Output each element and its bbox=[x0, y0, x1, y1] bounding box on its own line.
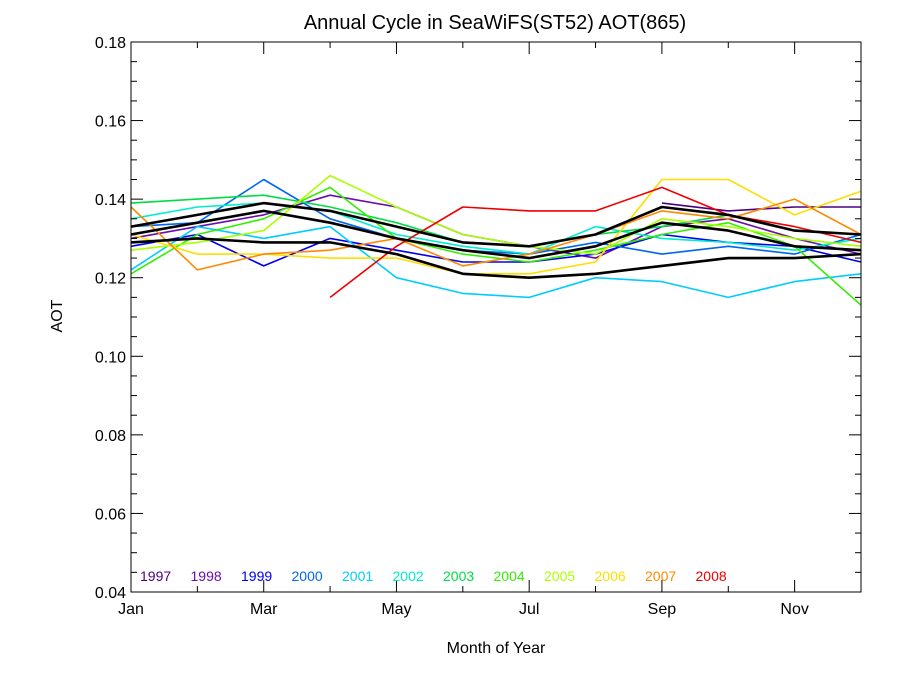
y-tick-label: 0.04 bbox=[95, 585, 126, 602]
x-tick-label: May bbox=[381, 601, 411, 618]
y-tick-label: 0.16 bbox=[95, 114, 126, 131]
series-line-2004 bbox=[130, 186, 862, 306]
x-tick-label: Sep bbox=[648, 601, 677, 618]
x-tick-label: Jan bbox=[118, 601, 144, 618]
legend-entry-2002: 2002 bbox=[393, 568, 424, 584]
legend: 1997 1998 1999 2000 2001 2002 2003 2004 2005 2006… bbox=[140, 568, 727, 584]
legend-entry-1999: 1999 bbox=[241, 568, 272, 584]
legend-entry-2000: 2000 bbox=[292, 568, 323, 584]
legend-entry-2007: 2007 bbox=[645, 568, 676, 584]
legend-entry-1998: 1998 bbox=[191, 568, 222, 584]
y-tick-label: 0.08 bbox=[95, 428, 126, 445]
y-tick-label: 0.14 bbox=[95, 192, 126, 209]
x-tick-label: Nov bbox=[780, 601, 808, 618]
legend-entry-2003: 2003 bbox=[443, 568, 474, 584]
y-tick-label: 0.10 bbox=[95, 349, 126, 366]
series-line-2001 bbox=[130, 225, 862, 299]
series-line-2000 bbox=[130, 178, 862, 255]
y-tick-label: 0.12 bbox=[95, 271, 126, 288]
legend-entry-1997: 1997 bbox=[140, 568, 171, 584]
legend-entry-2005: 2005 bbox=[544, 568, 575, 584]
legend-entry-2008: 2008 bbox=[696, 568, 727, 584]
plot-frame bbox=[130, 41, 862, 593]
x-tick-label: Jul bbox=[519, 601, 539, 618]
legend-entry-2006: 2006 bbox=[595, 568, 626, 584]
x-tick-label: Mar bbox=[250, 601, 278, 618]
series-line-2007 bbox=[130, 198, 862, 271]
axis-tick-labels: 0.04 0.06 0.08 0.10 0.12 0.14 0.16 0.18 Jan Mar Ma… bbox=[95, 35, 809, 618]
series-line-summary bbox=[130, 201, 862, 248]
series-line-summary bbox=[130, 237, 862, 280]
series-line-2006 bbox=[130, 178, 862, 275]
y-tick-label: 0.06 bbox=[95, 506, 126, 523]
series-line-summary bbox=[130, 209, 862, 260]
y-tick-label: 0.18 bbox=[95, 35, 126, 52]
x-axis-label: Month of Year bbox=[447, 640, 546, 657]
chart-title: Annual Cycle in SeaWiFS(ST52) AOT(865) bbox=[304, 12, 686, 34]
legend-entry-2004: 2004 bbox=[494, 568, 525, 584]
plot-lines bbox=[130, 174, 862, 306]
axis-ticks bbox=[130, 41, 862, 593]
legend-entry-2001: 2001 bbox=[342, 568, 373, 584]
y-axis-label: AOT bbox=[49, 299, 66, 332]
series-line-2002 bbox=[130, 202, 862, 255]
series-line-2005 bbox=[130, 174, 862, 255]
